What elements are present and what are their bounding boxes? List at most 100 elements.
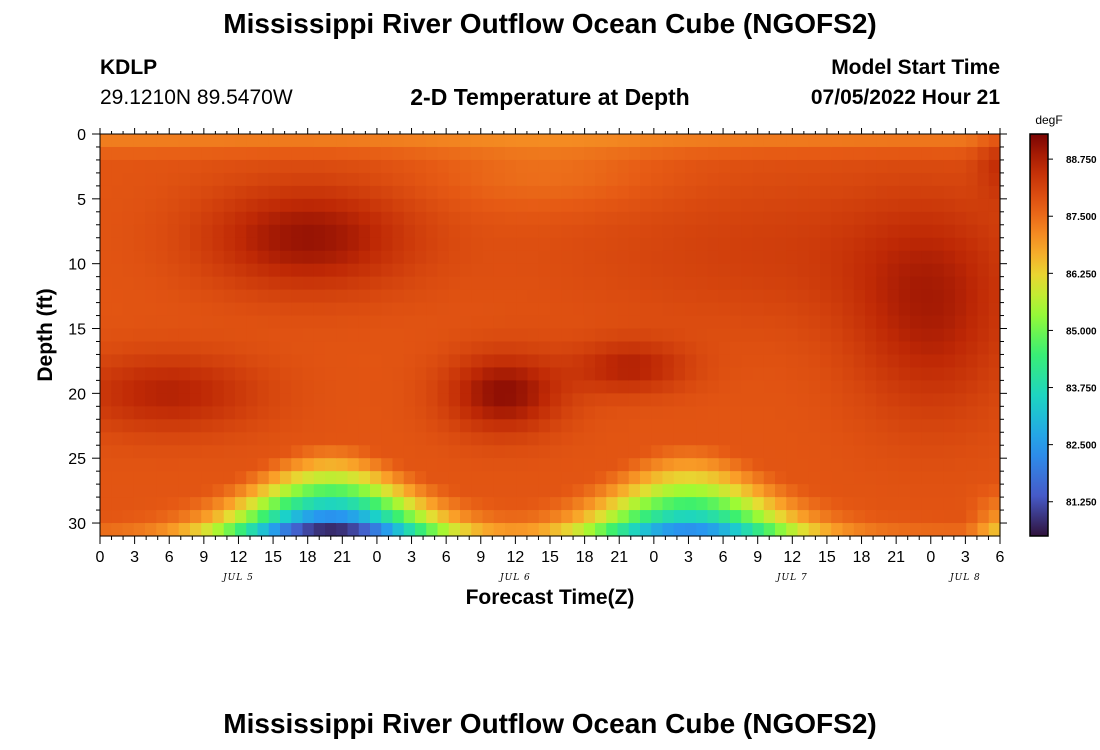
- heatmap-cell: [133, 458, 146, 472]
- heatmap-cell: [178, 341, 191, 356]
- heatmap-cell: [572, 419, 585, 433]
- heatmap-cell: [662, 523, 675, 537]
- heatmap-cell: [302, 263, 315, 278]
- heatmap-cell: [268, 510, 281, 524]
- heatmap-cell: [808, 224, 821, 239]
- heatmap-cell: [786, 134, 799, 148]
- heatmap-cell: [628, 276, 641, 291]
- heatmap-cell: [347, 328, 360, 343]
- heatmap-cell: [898, 302, 911, 317]
- heatmap-cell: [482, 134, 495, 148]
- heatmap-cell: [898, 224, 911, 239]
- heatmap-cell: [673, 237, 686, 252]
- heatmap-cell: [313, 471, 326, 485]
- heatmap-cell: [156, 393, 169, 407]
- heatmap-cell: [493, 159, 506, 174]
- heatmap-cell: [257, 263, 270, 278]
- heatmap-cell: [426, 146, 439, 161]
- heatmap-cell: [460, 367, 472, 381]
- heatmap-cell: [201, 432, 214, 446]
- heatmap-cell: [820, 432, 832, 446]
- heatmap-cell: [437, 471, 450, 485]
- heatmap-cell: [133, 185, 146, 200]
- heatmap-cell: [415, 510, 427, 524]
- heatmap-cell: [775, 419, 787, 433]
- heatmap-cell: [876, 471, 889, 485]
- heatmap-cell: [190, 237, 202, 252]
- heatmap-cell: [246, 328, 259, 343]
- heatmap-cell: [246, 523, 259, 537]
- heatmap-cell: [538, 341, 551, 356]
- heatmap-cell: [358, 211, 371, 226]
- heatmap-cell: [392, 315, 405, 330]
- x-tick-label: 0: [96, 549, 105, 566]
- heatmap-cell: [268, 263, 281, 278]
- heatmap-cell: [673, 185, 686, 200]
- heatmap-cell: [100, 510, 112, 524]
- heatmap-cell: [426, 341, 439, 356]
- heatmap-cell: [775, 406, 787, 420]
- heatmap-cell: [898, 393, 911, 407]
- heatmap-cell: [516, 497, 529, 511]
- heatmap-cell: [977, 497, 990, 511]
- heatmap-cell: [628, 172, 641, 187]
- heatmap-cell: [617, 315, 630, 330]
- heatmap-cell: [235, 134, 247, 148]
- heatmap-cell: [178, 406, 191, 420]
- heatmap-cell: [538, 445, 551, 459]
- heatmap-cell: [370, 302, 382, 317]
- heatmap-cell: [583, 367, 596, 381]
- heatmap-cell: [842, 211, 855, 226]
- heatmap-cell: [280, 367, 292, 381]
- heatmap-cell: [280, 263, 292, 278]
- heatmap-cell: [595, 523, 607, 537]
- heatmap-cell: [955, 445, 967, 459]
- heatmap-cell: [223, 406, 236, 420]
- heatmap-cell: [325, 419, 337, 433]
- heatmap-cell: [482, 289, 495, 304]
- heatmap-cell: [718, 419, 731, 433]
- heatmap-cell: [730, 523, 742, 537]
- heatmap-cell: [583, 276, 596, 291]
- heatmap-cell: [707, 419, 720, 433]
- heatmap-cell: [696, 289, 709, 304]
- heatmap-cell: [651, 523, 664, 537]
- heatmap-cell: [572, 367, 585, 381]
- heatmap-cell: [775, 302, 787, 317]
- heatmap-cell: [212, 393, 225, 407]
- heatmap-cell: [853, 354, 866, 369]
- heatmap-cell: [977, 432, 990, 446]
- heatmap-cell: [426, 458, 439, 472]
- x-tick-label: 15: [264, 549, 282, 566]
- heatmap-cell: [156, 250, 169, 265]
- heatmap-cell: [358, 250, 371, 265]
- heatmap-cell: [358, 419, 371, 433]
- heatmap-cell: [111, 289, 124, 304]
- heatmap-cell: [572, 497, 585, 511]
- heatmap-cell: [370, 198, 382, 213]
- heatmap-cell: [932, 302, 945, 317]
- heatmap-cell: [820, 497, 832, 511]
- heatmap-cell: [910, 393, 922, 407]
- heatmap-cell: [493, 432, 506, 446]
- heatmap-cell: [235, 263, 247, 278]
- heatmap-cell: [988, 471, 1001, 485]
- heatmap-cell: [685, 484, 697, 498]
- heatmap-cell: [606, 315, 619, 330]
- heatmap-cell: [887, 237, 900, 252]
- heatmap-cell: [370, 289, 382, 304]
- heatmap-cell: [741, 497, 754, 511]
- heatmap-cell: [887, 419, 900, 433]
- heatmap-cell: [651, 134, 664, 148]
- heatmap-cell: [752, 172, 765, 187]
- heatmap-cell: [482, 250, 495, 265]
- heatmap-cell: [932, 134, 945, 148]
- heatmap-cell: [133, 250, 146, 265]
- heatmap-cell: [403, 341, 416, 356]
- heatmap-cell: [943, 328, 956, 343]
- heatmap-cell: [505, 354, 517, 369]
- heatmap-cell: [235, 341, 247, 356]
- heatmap-cell: [437, 523, 450, 537]
- heatmap-cell: [381, 302, 394, 317]
- heatmap-cell: [538, 393, 551, 407]
